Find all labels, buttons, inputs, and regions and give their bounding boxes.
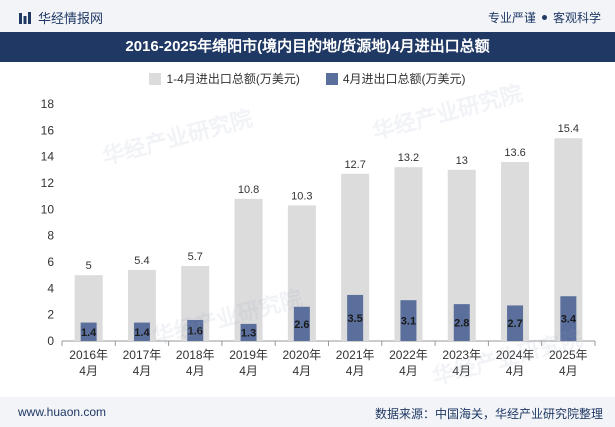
data-label-april-7: 2.8 xyxy=(454,318,469,330)
data-label-total-8: 13.6 xyxy=(504,147,525,159)
legend-item-april[interactable]: 4月进出口总额(万美元) xyxy=(325,70,466,87)
data-label-april-9: 3.4 xyxy=(561,314,577,326)
data-label-total-4: 10.3 xyxy=(291,190,312,202)
bar-april-6 xyxy=(400,300,417,341)
bar-april-4 xyxy=(293,306,310,341)
footer-site[interactable]: www.huaon.com xyxy=(18,405,107,419)
y-tick-label-7: 14 xyxy=(41,150,55,164)
data-label-april-0: 1.4 xyxy=(81,327,97,339)
bar-april-5 xyxy=(347,294,364,341)
legend-label-total: 1-4月进出口总额(万美元) xyxy=(166,72,300,86)
data-label-april-8: 2.7 xyxy=(507,318,522,330)
y-tick-label-8: 16 xyxy=(41,123,55,137)
y-tick-label-5: 10 xyxy=(41,202,55,216)
y-tick-label-9: 18 xyxy=(41,97,55,111)
data-label-april-5: 3.5 xyxy=(348,313,363,325)
dot-icon xyxy=(541,15,547,21)
y-tick-label-3: 6 xyxy=(47,255,54,269)
data-label-april-1: 1.4 xyxy=(134,327,150,339)
data-label-total-5: 12.7 xyxy=(344,159,365,171)
bar-april-3 xyxy=(240,323,257,341)
y-tick-label-2: 4 xyxy=(47,281,54,295)
data-label-april-2: 1.6 xyxy=(188,325,203,337)
bar-total-3 xyxy=(234,198,263,341)
data-label-total-0: 5 xyxy=(86,260,92,272)
x-tick-label-3: 2019年 4月 xyxy=(229,348,268,378)
data-label-april-3: 1.3 xyxy=(241,327,256,339)
data-label-total-7: 13 xyxy=(456,155,468,167)
bar-april-8 xyxy=(507,305,524,341)
x-tick-label-0: 2016年 4月 xyxy=(69,348,108,378)
y-tick-label-1: 2 xyxy=(47,308,54,322)
x-tick-label-6: 2022年 4月 xyxy=(389,348,428,378)
brand-name: 华经情报网 xyxy=(38,11,104,26)
data-label-total-1: 5.4 xyxy=(134,255,149,267)
slogan: 专业严谨 客观科学 xyxy=(488,9,601,26)
x-tick-label-5: 2021年 4月 xyxy=(336,348,375,378)
bar-april-9 xyxy=(560,296,577,341)
legend-swatch-total xyxy=(149,72,162,85)
data-label-april-4: 2.6 xyxy=(294,319,309,331)
slogan-right: 客观科学 xyxy=(552,11,601,25)
data-label-total-6: 13.2 xyxy=(398,152,419,164)
legend: 1-4月进出口总额(万美元) 4月进出口总额(万美元) xyxy=(0,70,615,87)
data-label-total-3: 10.8 xyxy=(238,184,259,196)
data-label-total-9: 15.4 xyxy=(558,123,579,135)
x-tick-label-4: 2020年 4月 xyxy=(282,348,321,378)
y-tick-label-0: 0 xyxy=(47,334,54,348)
bar-april-1 xyxy=(133,322,150,341)
x-tick-label-9: 2025年 4月 xyxy=(549,348,588,378)
x-tick-label-2: 2018年 4月 xyxy=(176,348,215,378)
x-tick-label-1: 2017年 4月 xyxy=(123,348,162,378)
header-bar: 华经情报网 专业严谨 客观科学 xyxy=(0,0,615,32)
bar-logo-icon xyxy=(19,11,31,24)
bar-april-7 xyxy=(453,304,470,341)
chart-plot: 0 2 4 6 8 10 12 14 16 18 5 1.4 2016年 4月 5.4 1.4 2017年 4月 5… xyxy=(41,97,596,378)
x-tick-label-7: 2023年 4月 xyxy=(442,348,481,378)
data-label-total-2: 5.7 xyxy=(188,251,203,263)
data-label-april-6: 3.1 xyxy=(401,316,416,328)
legend-label-april: 4月进出口总额(万美元) xyxy=(342,72,466,86)
y-tick-label-4: 8 xyxy=(47,229,54,243)
bar-april-2 xyxy=(187,319,204,341)
footer-bar: www.huaon.com 数据来源：中国海关，华经产业研究院整理 xyxy=(0,397,615,427)
brand[interactable]: 华经情报网 xyxy=(18,8,103,27)
legend-swatch-april xyxy=(325,72,338,85)
footer-source: 数据来源：中国海关，华经产业研究院整理 xyxy=(374,407,603,421)
slogan-left: 专业严谨 xyxy=(487,11,536,25)
x-tick-label-8: 2024年 4月 xyxy=(496,348,535,378)
chart-title: 2016-2025年绵阳市(境内目的地/货源地)4月进出口总额 xyxy=(0,32,615,62)
legend-item-total[interactable]: 1-4月进出口总额(万美元) xyxy=(149,70,300,87)
bar-april-0 xyxy=(80,322,97,341)
y-tick-label-6: 12 xyxy=(41,176,55,190)
